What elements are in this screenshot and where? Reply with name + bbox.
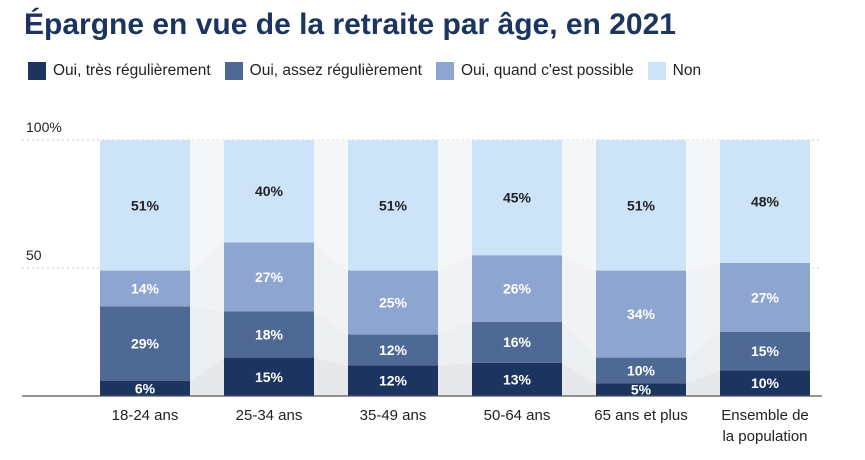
legend: Oui, très régulièrement Oui, assez régul… <box>28 62 715 80</box>
connector-band <box>686 370 720 396</box>
x-tick-label: Ensemble de <box>721 407 809 424</box>
data-label: 10% <box>627 362 656 378</box>
data-label: 51% <box>379 197 408 213</box>
bar-segment <box>596 140 686 271</box>
connector-band <box>314 311 348 366</box>
bar-segment <box>720 370 810 396</box>
chart-title: Épargne en vue de la retraite par âge, e… <box>24 8 676 41</box>
connector-band <box>438 362 472 396</box>
bar-segment <box>720 140 810 263</box>
legend-label: Oui, quand c'est possible <box>460 62 634 79</box>
data-label: 18% <box>255 327 284 343</box>
bar-segment <box>100 270 190 307</box>
bar-segment <box>720 332 810 371</box>
bar-segment <box>348 140 438 271</box>
connector-band <box>190 242 224 312</box>
x-tick-label: 18-24 ans <box>112 407 179 424</box>
connector-band <box>562 321 596 384</box>
data-label: 51% <box>627 197 656 213</box>
x-tick-label: la population <box>722 428 807 445</box>
data-label: 34% <box>627 306 656 322</box>
data-label: 25% <box>379 295 408 311</box>
legend-label: Non <box>672 62 702 79</box>
data-label: 45% <box>503 190 532 206</box>
bar-segment <box>472 140 562 256</box>
legend-swatch <box>28 62 46 80</box>
legend-swatch <box>647 62 666 80</box>
data-label: 27% <box>255 269 284 285</box>
bar-segment <box>224 357 314 396</box>
y-tick-label: 100% <box>26 119 62 135</box>
connector-band <box>438 321 472 366</box>
bar-segment <box>472 362 562 396</box>
data-label: 27% <box>751 289 780 305</box>
data-label: 12% <box>379 373 408 389</box>
bar-segment <box>472 321 562 363</box>
bar-segment <box>348 270 438 335</box>
connector-band <box>438 140 472 271</box>
data-label: 12% <box>379 342 408 358</box>
connector-band <box>686 262 720 358</box>
data-label: 16% <box>503 334 532 350</box>
bar-segment <box>596 270 686 358</box>
legend-item-tres-regulierement: Oui, très régulièrement <box>28 62 211 80</box>
data-label: 26% <box>503 280 532 296</box>
legend-item-quand-possible: Oui, quand c'est possible <box>435 62 634 80</box>
legend-item-non: Non <box>647 62 702 80</box>
bar-segment <box>596 357 686 384</box>
x-tick-label: 65 ans et plus <box>594 407 687 424</box>
bar-segment <box>224 242 314 312</box>
connector-band <box>438 255 472 335</box>
bar-segment <box>100 380 190 396</box>
data-label: 51% <box>131 197 160 213</box>
bar-segment <box>100 306 190 381</box>
y-tick-label: 50 <box>26 247 42 263</box>
x-tick-label: 50-64 ans <box>484 407 551 424</box>
connector-band <box>190 306 224 381</box>
connector-band <box>314 140 348 271</box>
bar-segment <box>224 140 314 243</box>
data-label: 48% <box>751 193 780 209</box>
connector-band <box>562 140 596 271</box>
legend-item-assez-regulierement: Oui, assez régulièrement <box>224 62 422 80</box>
bar-segment <box>348 365 438 396</box>
connector-band <box>562 255 596 358</box>
connector-band <box>562 362 596 396</box>
legend-label: Oui, assez régulièrement <box>249 62 422 79</box>
bar-segment <box>224 311 314 358</box>
connector-band <box>686 332 720 384</box>
data-label: 15% <box>255 369 284 385</box>
data-label: 6% <box>135 380 156 396</box>
stacked-bar-chart: 100% 50 6% 29% 14% 51% 18-24 ans 15% 18% 27% 40% 25… <box>22 119 822 445</box>
bar-segment <box>472 255 562 322</box>
data-label: 13% <box>503 371 532 387</box>
connector-band <box>190 140 224 271</box>
legend-swatch <box>435 62 454 80</box>
legend-swatch <box>224 62 243 80</box>
data-label: 40% <box>255 183 284 199</box>
data-label: 14% <box>131 280 160 296</box>
data-label: 15% <box>751 343 780 359</box>
legend-label: Oui, très régulièrement <box>53 62 211 79</box>
bar-segment <box>596 383 686 396</box>
data-label: 29% <box>131 336 160 352</box>
connector-band <box>686 140 720 271</box>
data-label: 10% <box>751 375 780 391</box>
connector-band <box>190 357 224 396</box>
bar-segment <box>720 262 810 332</box>
x-tick-label: 25-34 ans <box>236 407 303 424</box>
connector-band <box>314 242 348 335</box>
bar-segment <box>100 140 190 271</box>
data-label: 5% <box>631 382 652 398</box>
x-tick-label: 35-49 ans <box>360 407 427 424</box>
bar-segment <box>348 334 438 366</box>
connector-band <box>314 357 348 396</box>
